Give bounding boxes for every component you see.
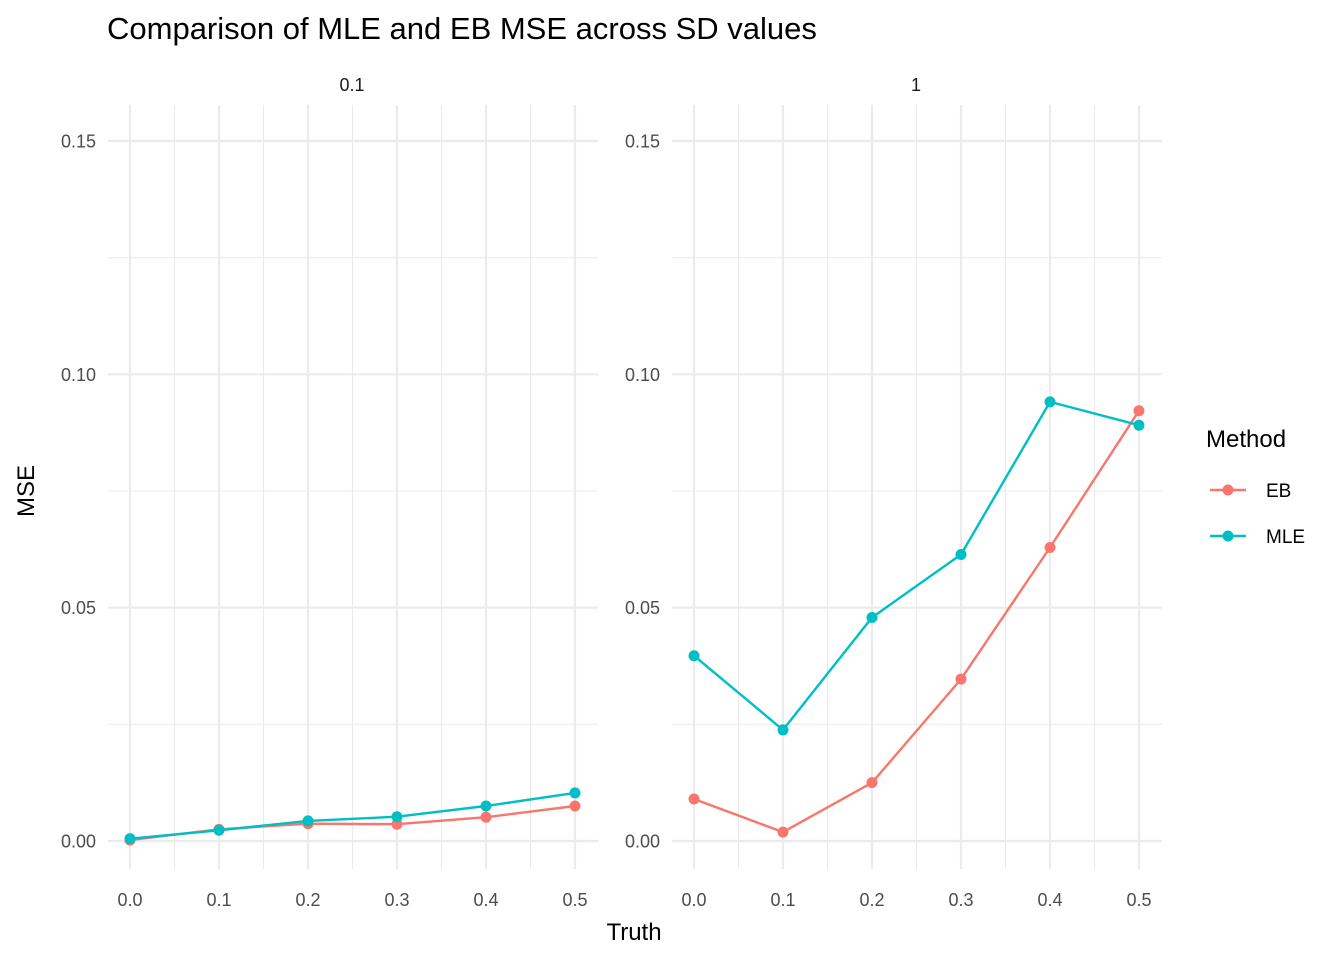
data-point-mle (866, 611, 878, 623)
x-tick-label: 0.3 (384, 890, 409, 910)
panel-marks (124, 787, 581, 846)
x-tick-label: 0.2 (859, 890, 884, 910)
legend-label-mle: MLE (1266, 527, 1305, 548)
data-point-mle (569, 787, 581, 799)
data-point-mle (777, 724, 789, 736)
data-point-eb (866, 777, 878, 789)
x-tick-label: 0.0 (681, 890, 706, 910)
y-axis-ticks: 0.00 0.05 0.10 0.15 (61, 132, 96, 852)
panel-grid (672, 105, 1162, 869)
data-point-mle (213, 824, 225, 836)
panel-sd-0-1: 0.1 0.00 0.05 0.10 0.15 0.0 0.1 0.2 0.3 0.4 0.5 (61, 75, 598, 910)
x-tick-label: 0.4 (473, 890, 498, 910)
x-tick-label: 0.4 (1037, 890, 1062, 910)
panel-sd-1: 1 0.00 0.05 0.10 0.15 0.0 0.1 0.2 0.3 0.4 0.5 (625, 75, 1162, 910)
data-point-mle (124, 833, 136, 845)
data-point-eb (480, 811, 492, 823)
x-tick-label: 0.1 (206, 890, 231, 910)
legend-key-point-mle (1222, 530, 1234, 542)
data-point-eb (688, 793, 700, 805)
series-line-mle (129, 791, 576, 840)
y-axis-ticks: 0.00 0.05 0.10 0.15 (625, 132, 660, 852)
legend: Method EB MLE (1206, 426, 1305, 548)
panel-marks (688, 396, 1145, 838)
y-tick-label: 0.15 (61, 132, 96, 152)
data-point-mle (480, 800, 492, 812)
data-point-mle (391, 811, 403, 823)
panel-strip-label: 1 (911, 75, 921, 95)
x-tick-label: 0.2 (295, 890, 320, 910)
legend-key-point-eb (1222, 484, 1234, 496)
data-point-eb (569, 800, 581, 812)
panel-grid (108, 105, 598, 869)
chart-title: Comparison of MLE and EB MSE across SD v… (107, 11, 817, 46)
y-tick-label: 0.10 (61, 365, 96, 385)
y-axis-title: MSE (13, 465, 40, 517)
data-point-mle (688, 650, 700, 662)
y-tick-label: 0.15 (625, 132, 660, 152)
legend-title: Method (1206, 426, 1286, 453)
x-tick-label: 0.1 (770, 890, 795, 910)
data-point-mle (955, 548, 967, 560)
y-tick-label: 0.00 (625, 832, 660, 852)
series-line-mle (693, 400, 1140, 732)
y-tick-label: 0.05 (625, 598, 660, 618)
x-tick-label: 0.5 (562, 890, 587, 910)
data-point-mle (1133, 419, 1145, 431)
x-axis-ticks: 0.0 0.1 0.2 0.3 0.4 0.5 (681, 890, 1151, 910)
panel-strip-label: 0.1 (339, 75, 364, 95)
y-tick-label: 0.10 (625, 365, 660, 385)
y-tick-label: 0.00 (61, 832, 96, 852)
data-point-eb (955, 673, 967, 685)
x-tick-label: 0.0 (117, 890, 142, 910)
series-line-eb (693, 410, 1141, 834)
x-tick-label: 0.5 (1126, 890, 1151, 910)
data-point-eb (1044, 541, 1056, 553)
data-point-eb (777, 826, 789, 838)
x-tick-label: 0.3 (948, 890, 973, 910)
legend-label-eb: EB (1266, 481, 1291, 502)
data-point-mle (1044, 396, 1056, 408)
data-point-mle (302, 815, 314, 827)
y-tick-label: 0.05 (61, 598, 96, 618)
x-axis-title: Truth (606, 919, 661, 946)
x-axis-ticks: 0.0 0.1 0.2 0.3 0.4 0.5 (117, 890, 587, 910)
data-point-eb (1133, 405, 1145, 417)
